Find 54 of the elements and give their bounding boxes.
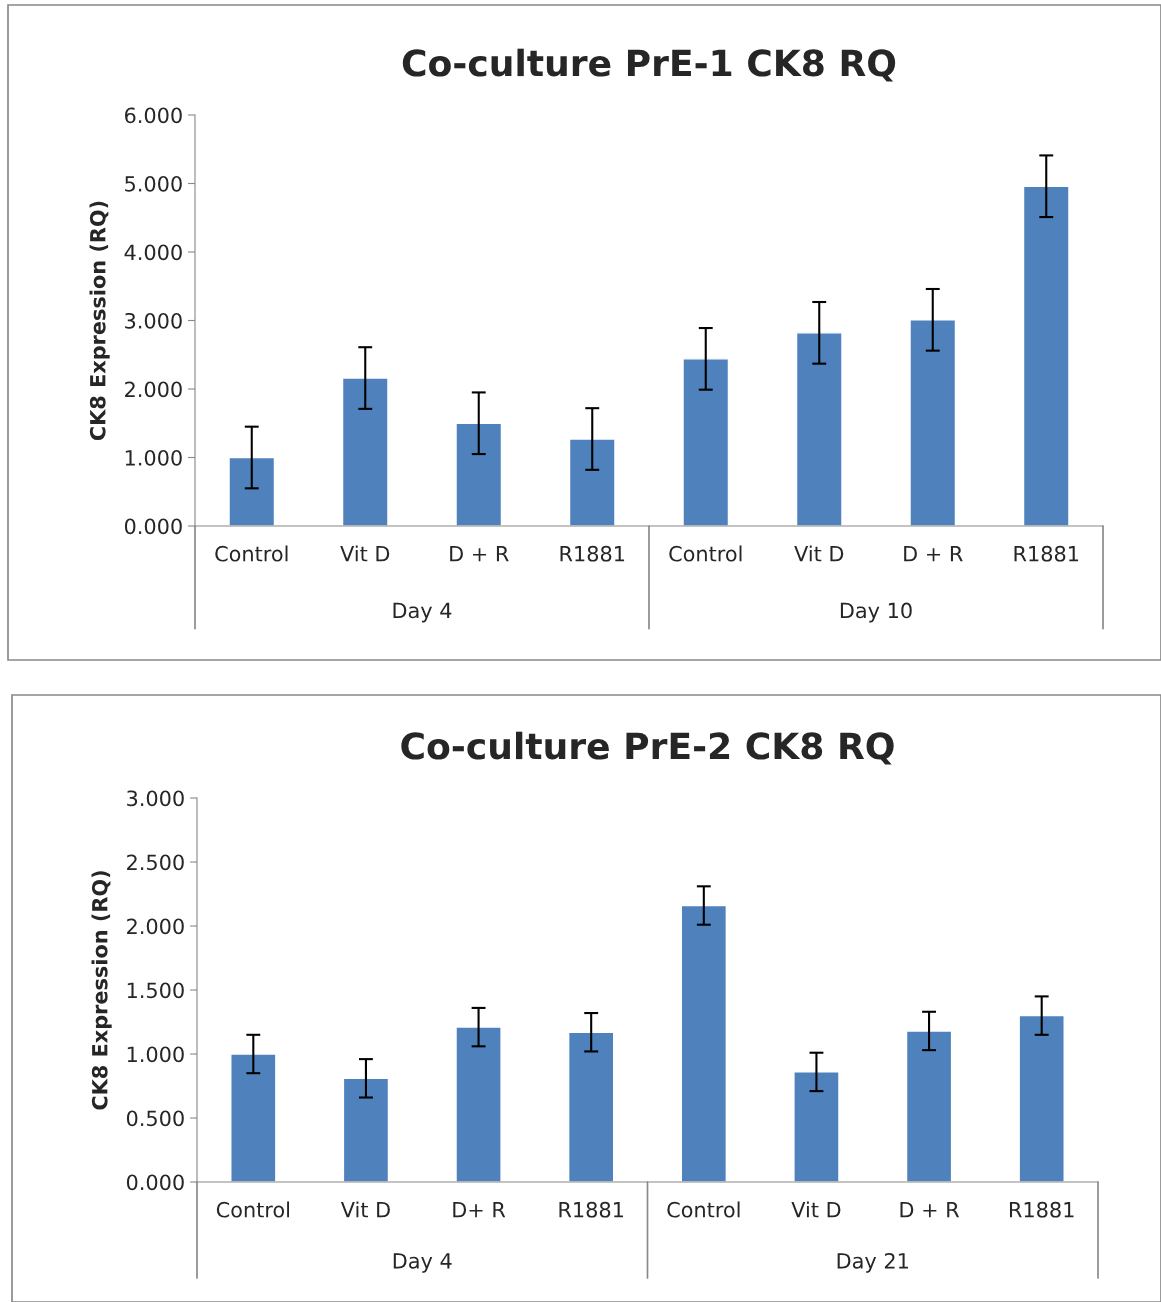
x-tick-label: Vit D (794, 545, 844, 562)
y-tick-label: 0.000 (126, 1174, 184, 1191)
y-tick-label: 0.500 (126, 1110, 184, 1127)
y-tick-label: 5.000 (125, 175, 182, 192)
y-tick-label: 2.000 (127, 918, 184, 935)
x-tick-label: Control (216, 1201, 290, 1218)
y-tick-label: 6.000 (125, 107, 182, 124)
bar (1018, 1014, 1065, 1182)
y-tick-label: 0.000 (124, 518, 182, 535)
y-tick-label: 4.000 (124, 244, 182, 261)
bar (567, 1031, 615, 1182)
x-tick-label: R1881 (559, 1201, 624, 1218)
y-tick-label: 1.000 (125, 449, 182, 466)
bar (909, 319, 957, 526)
bar (905, 1030, 953, 1182)
x-tick-label: R1881 (1014, 545, 1079, 562)
text: Day 21 (837, 1252, 908, 1273)
text: Day 4 (393, 1253, 452, 1273)
bar (230, 1053, 277, 1182)
bar (682, 358, 730, 526)
chart-title: Co-culture PrE-2 CK8 RQ (401, 731, 894, 765)
y-tick-label: 1.500 (127, 982, 184, 999)
x-tick-label: Vit D (340, 1201, 390, 1218)
x-tick-label: Control (669, 545, 742, 562)
x-tick-label: D + R (900, 1202, 960, 1218)
text: Day 10 (840, 602, 912, 623)
x-tick-label: Control (215, 545, 288, 562)
bar (795, 332, 843, 526)
y-axis-title: CK8 Expression (RQ) (91, 871, 112, 1110)
bar (680, 904, 728, 1182)
x-tick-label: Control (667, 1201, 740, 1218)
y-tick-label: 3.000 (127, 790, 184, 807)
bar (228, 456, 276, 526)
bar (455, 1026, 502, 1182)
bar (793, 1071, 840, 1182)
bar (341, 377, 389, 526)
y-tick-label: 1.000 (127, 1046, 184, 1063)
x-tick-label: R1881 (560, 545, 625, 562)
bar (342, 1077, 390, 1182)
y-axis-title: CK8 Expression (RQ) (89, 201, 110, 441)
bar (455, 422, 503, 526)
y-tick-label: 2.000 (125, 381, 182, 398)
bar (568, 438, 616, 526)
chart-title: Co-culture PrE-1 CK8 RQ (402, 48, 896, 82)
y-tick-label: 2.500 (127, 854, 184, 871)
x-tick-label: R1881 (1009, 1201, 1074, 1218)
y-tick-label: 3.000 (125, 312, 182, 329)
x-tick-label: D + R (904, 546, 963, 562)
bar (1022, 185, 1070, 526)
x-tick-label: D+ R (453, 1202, 506, 1218)
x-tick-label: Vit D (340, 545, 390, 562)
x-tick-label: D + R (450, 546, 509, 562)
text: Day 4 (393, 602, 452, 623)
x-tick-label: Vit D (791, 1201, 841, 1218)
